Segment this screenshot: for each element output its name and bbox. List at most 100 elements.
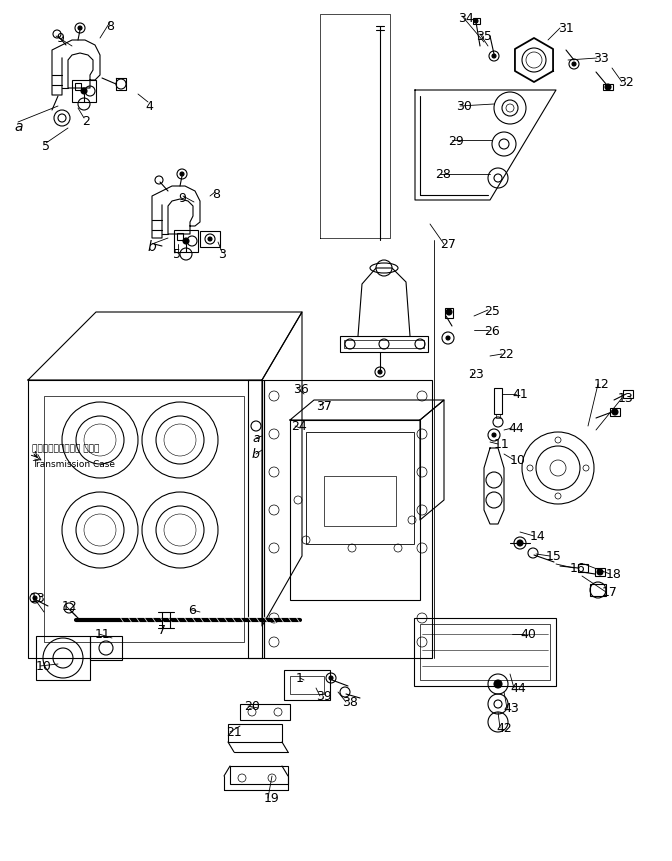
- Circle shape: [33, 596, 37, 600]
- Bar: [590, 584, 606, 596]
- Text: 25: 25: [484, 305, 500, 318]
- Circle shape: [572, 62, 576, 66]
- Text: 12: 12: [594, 378, 610, 391]
- Text: 28: 28: [435, 168, 451, 181]
- Text: 36: 36: [293, 383, 308, 396]
- Text: 13: 13: [30, 592, 46, 605]
- Text: 41: 41: [512, 388, 528, 401]
- Bar: [414, 618, 556, 686]
- Circle shape: [208, 237, 212, 241]
- Circle shape: [378, 370, 382, 374]
- Text: 16: 16: [570, 562, 586, 575]
- Bar: [496, 414, 500, 418]
- Text: Transmission Case: Transmission Case: [32, 460, 115, 469]
- Text: 34: 34: [458, 12, 474, 25]
- Text: b: b: [148, 240, 157, 254]
- Circle shape: [494, 680, 502, 688]
- Bar: [90, 636, 122, 660]
- Circle shape: [517, 540, 523, 546]
- Text: 44: 44: [510, 682, 526, 695]
- Bar: [610, 408, 620, 416]
- Bar: [36, 636, 90, 680]
- Text: 2: 2: [82, 115, 90, 128]
- Bar: [623, 390, 633, 398]
- Circle shape: [474, 19, 478, 23]
- Text: 29: 29: [448, 135, 464, 148]
- Text: 8: 8: [212, 188, 220, 201]
- Text: 14: 14: [530, 530, 546, 543]
- Text: 11: 11: [95, 628, 111, 641]
- Bar: [240, 704, 290, 720]
- Text: 22: 22: [498, 348, 514, 361]
- Text: 21: 21: [226, 726, 242, 739]
- Circle shape: [612, 409, 618, 415]
- Text: 32: 32: [618, 76, 634, 89]
- Text: 19: 19: [264, 792, 280, 805]
- Text: 1: 1: [296, 672, 304, 685]
- Text: 17: 17: [602, 586, 618, 599]
- Bar: [603, 84, 613, 90]
- Text: a: a: [14, 120, 22, 134]
- Bar: [174, 230, 198, 252]
- Bar: [340, 336, 428, 352]
- Text: 18: 18: [606, 568, 622, 581]
- Text: 37: 37: [316, 400, 332, 413]
- Bar: [248, 380, 264, 658]
- Bar: [228, 724, 282, 742]
- Text: 15: 15: [546, 550, 562, 563]
- Bar: [28, 380, 262, 658]
- Bar: [473, 18, 480, 24]
- Text: トランスミッション ケース: トランスミッション ケース: [32, 444, 99, 453]
- Text: 10: 10: [510, 454, 526, 467]
- Bar: [44, 396, 244, 642]
- Text: 38: 38: [342, 696, 358, 709]
- Bar: [306, 432, 414, 544]
- Bar: [264, 380, 432, 658]
- Circle shape: [446, 309, 452, 315]
- Text: 33: 33: [593, 52, 609, 65]
- Text: 4: 4: [145, 100, 153, 113]
- Bar: [445, 308, 453, 318]
- Text: 7: 7: [158, 624, 166, 637]
- Text: 3: 3: [218, 248, 226, 261]
- Circle shape: [492, 433, 496, 437]
- Text: a: a: [252, 432, 259, 445]
- Text: 13: 13: [618, 392, 634, 405]
- Bar: [420, 624, 550, 680]
- Text: 44: 44: [508, 422, 523, 435]
- Bar: [324, 476, 396, 526]
- Text: 31: 31: [558, 22, 574, 35]
- Text: 11: 11: [494, 438, 510, 451]
- Bar: [72, 80, 96, 102]
- Bar: [290, 676, 324, 694]
- Text: 9: 9: [178, 192, 186, 205]
- Bar: [494, 388, 502, 414]
- Bar: [200, 231, 220, 247]
- Circle shape: [597, 569, 603, 575]
- Bar: [595, 568, 605, 576]
- Text: 8: 8: [106, 20, 114, 33]
- Circle shape: [605, 84, 611, 90]
- Bar: [284, 670, 330, 700]
- Bar: [75, 83, 81, 90]
- Text: 12: 12: [62, 600, 78, 613]
- Text: 6: 6: [188, 604, 196, 617]
- Text: 20: 20: [244, 700, 260, 713]
- Text: 23: 23: [468, 368, 484, 381]
- Bar: [177, 233, 183, 240]
- Circle shape: [78, 26, 82, 30]
- Text: 35: 35: [476, 30, 492, 43]
- Text: b: b: [252, 448, 260, 461]
- Text: 27: 27: [440, 238, 456, 251]
- Text: 10: 10: [36, 660, 52, 673]
- Text: 24: 24: [291, 420, 306, 433]
- Text: 42: 42: [496, 722, 512, 735]
- Circle shape: [180, 172, 184, 176]
- Bar: [290, 420, 420, 600]
- Text: 5: 5: [42, 140, 50, 153]
- Text: 40: 40: [520, 628, 536, 641]
- Bar: [230, 766, 288, 784]
- Text: 39: 39: [316, 690, 332, 703]
- Text: 30: 30: [456, 100, 472, 113]
- Circle shape: [446, 336, 450, 340]
